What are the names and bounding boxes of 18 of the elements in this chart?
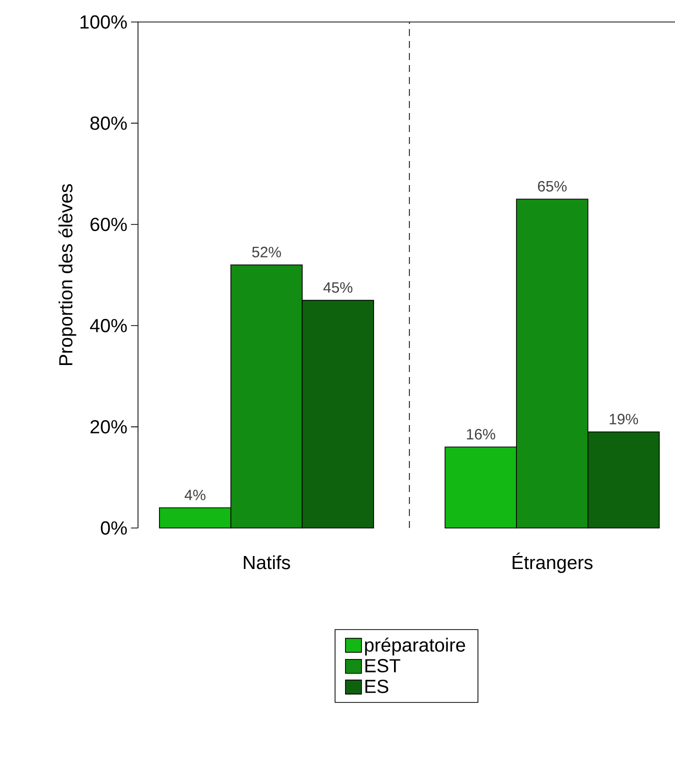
- y-axis-title: Proportion des élèves: [58, 184, 76, 365]
- data-label: 45%: [323, 282, 352, 293]
- legend-label: EST: [365, 659, 400, 672]
- y-tick-label: 20%: [90, 420, 127, 434]
- data-label: 4%: [184, 490, 206, 500]
- y-tick-label: 80%: [90, 116, 127, 130]
- x-tick-label: Natifs: [244, 555, 290, 570]
- data-label: 16%: [466, 428, 495, 440]
- legend-label: préparatoire: [364, 638, 465, 656]
- data-label: 65%: [538, 180, 566, 192]
- y-tick-label: 0%: [100, 521, 127, 535]
- y-tick-label: 40%: [90, 318, 127, 332]
- legend-label: ES: [365, 680, 388, 694]
- data-label: 52%: [252, 246, 281, 258]
- y-tick-label: 100%: [80, 15, 127, 29]
- y-tick-label: 60%: [90, 218, 127, 232]
- x-tick-label: Étrangers: [512, 552, 592, 573]
- data-label: 19%: [610, 414, 638, 424]
